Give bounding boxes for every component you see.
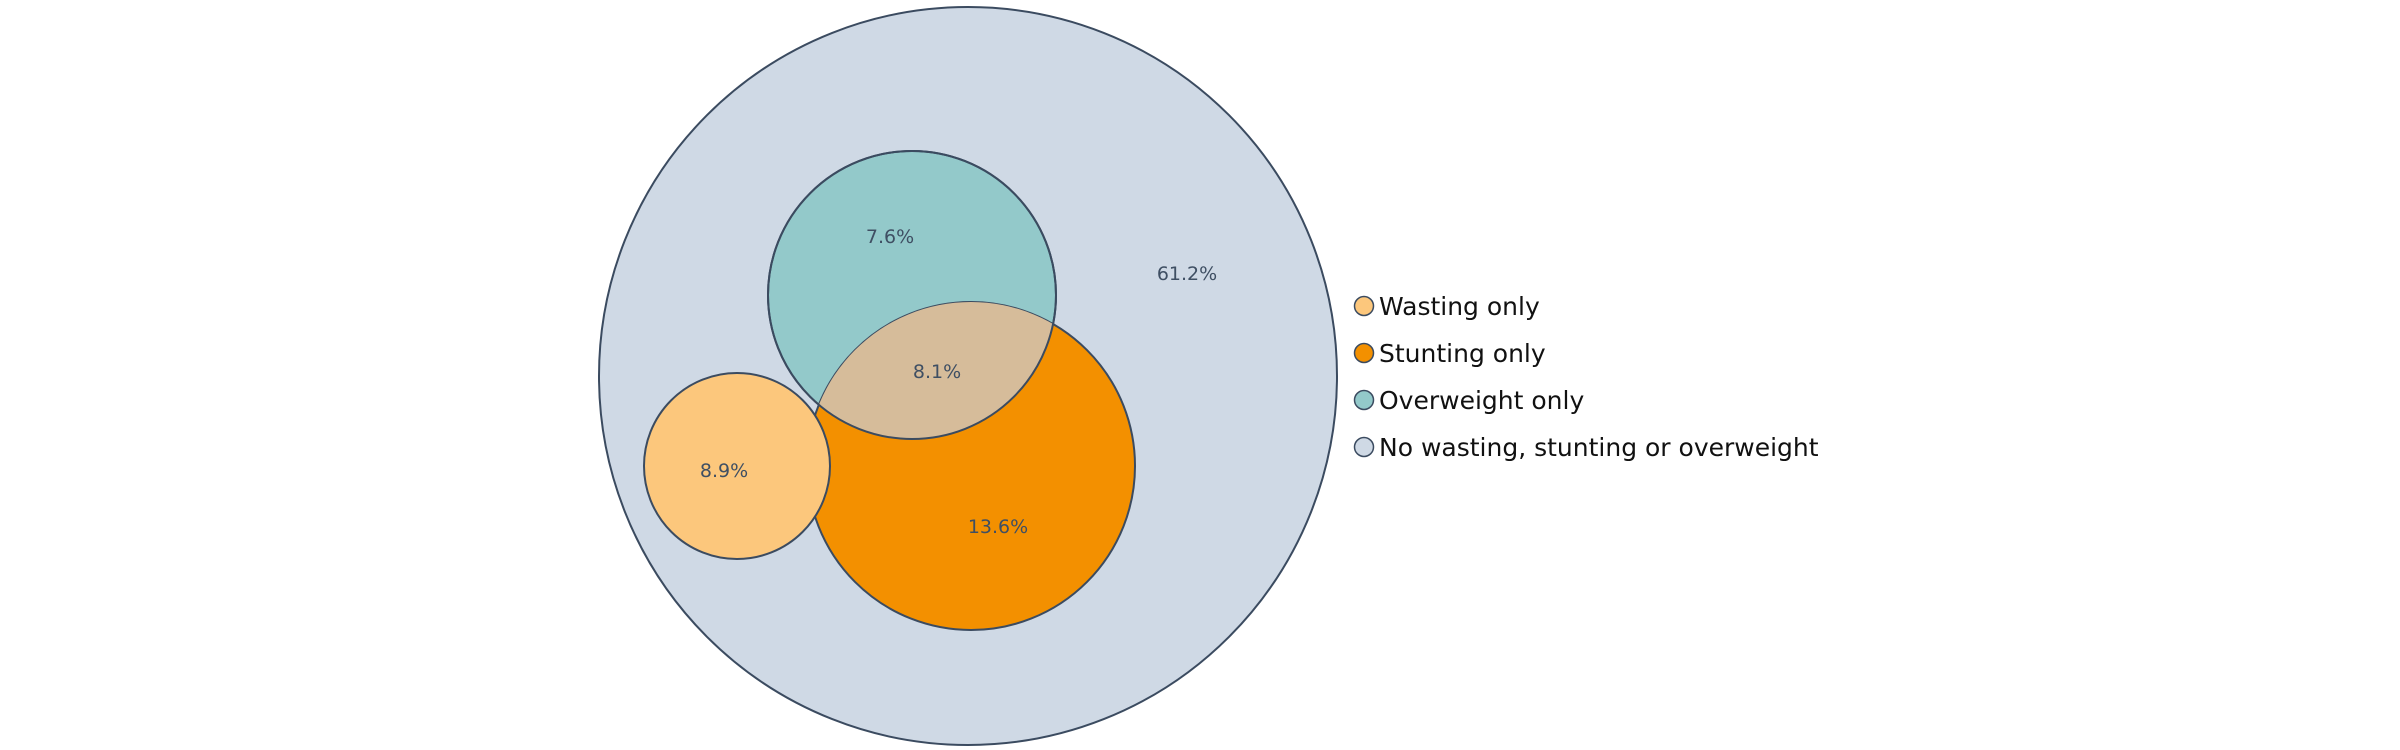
legend-item-stunting: Stunting only xyxy=(1353,339,1546,368)
legend-item-overweight: Overweight only xyxy=(1353,386,1584,415)
legend-swatch-stunting xyxy=(1353,342,1375,364)
legend-swatch-wasting xyxy=(1353,295,1375,317)
legend-swatch-none xyxy=(1353,436,1375,458)
legend-label-stunting: Stunting only xyxy=(1379,339,1546,368)
region-label-stunting: 13.6% xyxy=(968,516,1028,538)
legend-label-overweight: Overweight only xyxy=(1379,386,1584,415)
circle-overweight-outline xyxy=(767,150,1057,440)
legend: Wasting only Stunting only Overweight on… xyxy=(1353,292,1819,462)
region-label-overweight-stunting: 8.1% xyxy=(913,361,961,383)
circle-wasting xyxy=(643,372,831,560)
legend-swatch-overweight xyxy=(1353,389,1375,411)
legend-item-wasting: Wasting only xyxy=(1353,292,1540,321)
legend-label-none: No wasting, stunting or overweight xyxy=(1379,433,1819,462)
legend-item-none: No wasting, stunting or overweight xyxy=(1353,433,1819,462)
region-label-overweight: 7.6% xyxy=(866,226,914,248)
legend-label-wasting: Wasting only xyxy=(1379,292,1540,321)
region-label-wasting: 8.9% xyxy=(700,460,748,482)
region-label-none: 61.2% xyxy=(1157,263,1217,285)
